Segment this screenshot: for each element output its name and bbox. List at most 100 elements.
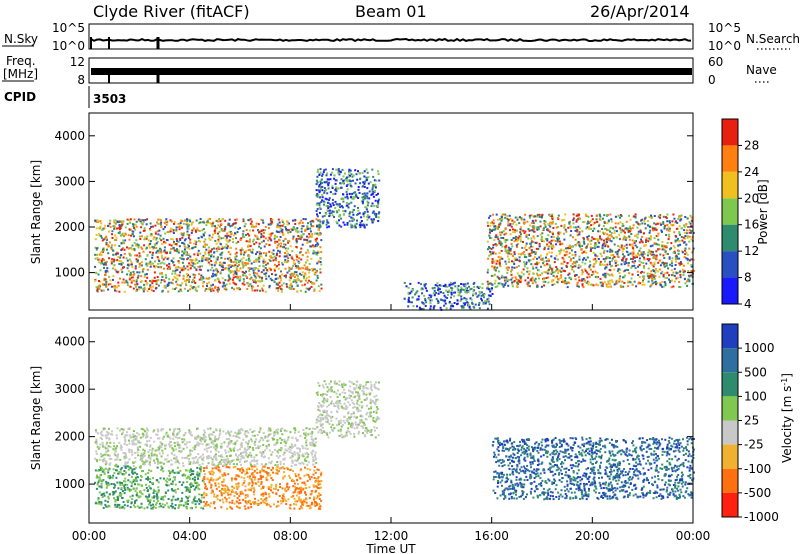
echo-cell bbox=[263, 272, 266, 275]
echo-cell bbox=[248, 229, 251, 232]
echo-cell bbox=[366, 195, 369, 198]
echo-cell bbox=[148, 495, 150, 498]
echo-cell bbox=[627, 285, 630, 288]
echo-cell bbox=[678, 232, 681, 235]
echo-cell bbox=[151, 262, 154, 265]
echo-cell bbox=[496, 285, 499, 288]
echo-cell bbox=[472, 290, 475, 293]
echo-cell bbox=[181, 474, 184, 477]
echo-cell bbox=[154, 490, 157, 493]
echo-cell bbox=[584, 262, 587, 265]
echo-cell bbox=[171, 228, 173, 231]
echo-cell bbox=[547, 281, 550, 284]
echo-cell bbox=[147, 500, 150, 503]
echo-cell bbox=[121, 473, 124, 475]
echo-cell bbox=[103, 279, 106, 282]
echo-cell bbox=[519, 231, 522, 234]
echo-cell bbox=[156, 497, 159, 500]
echo-cell bbox=[171, 469, 174, 472]
echo-cell bbox=[192, 286, 195, 289]
echo-cell bbox=[683, 224, 686, 227]
echo-cell bbox=[145, 483, 147, 486]
echo-cell bbox=[607, 229, 610, 232]
echo-cell bbox=[657, 248, 660, 251]
echo-cell bbox=[692, 247, 695, 250]
echo-cell bbox=[575, 244, 577, 247]
echo-cell bbox=[139, 495, 142, 498]
echo-cell bbox=[452, 291, 455, 294]
echo-cell bbox=[488, 234, 491, 237]
echo-cell bbox=[561, 280, 563, 283]
echo-cell bbox=[326, 192, 329, 195]
echo-cell bbox=[313, 288, 316, 291]
echo-cell bbox=[377, 202, 380, 205]
echo-cell bbox=[105, 248, 108, 251]
echo-cell bbox=[316, 277, 319, 279]
echo-cell bbox=[371, 190, 374, 193]
echo-cell bbox=[284, 226, 287, 228]
echo-cell bbox=[118, 224, 121, 227]
echo-cell bbox=[462, 305, 465, 308]
echo-cell bbox=[528, 254, 531, 257]
echo-cell bbox=[294, 276, 296, 279]
echo-cell bbox=[299, 236, 302, 239]
echo-cell bbox=[306, 235, 308, 238]
echo-cell bbox=[503, 276, 506, 279]
echo-cell bbox=[274, 235, 277, 238]
echo-cell bbox=[309, 220, 312, 223]
echo-cell bbox=[663, 226, 666, 229]
echo-cell bbox=[569, 259, 572, 262]
echo-cell bbox=[124, 226, 127, 229]
echo-cell bbox=[103, 266, 105, 269]
echo-cell bbox=[650, 235, 652, 238]
echo-cell bbox=[146, 490, 149, 492]
echo-cell bbox=[151, 251, 154, 254]
echo-cluster bbox=[94, 465, 205, 510]
echo-cell bbox=[677, 252, 680, 255]
echo-cell bbox=[433, 286, 436, 289]
echo-cell bbox=[669, 263, 672, 266]
echo-cell bbox=[186, 507, 188, 510]
echo-cell bbox=[504, 216, 507, 219]
echo-cell bbox=[316, 202, 319, 205]
echo-cell bbox=[371, 211, 374, 214]
echo-cell bbox=[264, 267, 267, 269]
echo-cell bbox=[655, 223, 658, 226]
echo-cell bbox=[498, 259, 501, 262]
echo-cell bbox=[491, 230, 493, 232]
echo-cell bbox=[531, 222, 534, 224]
echo-cell bbox=[198, 260, 201, 263]
echo-cell bbox=[180, 504, 183, 507]
echo-cell bbox=[182, 252, 185, 255]
echo-cell bbox=[597, 258, 600, 260]
echo-cell bbox=[487, 297, 490, 300]
echo-cell bbox=[187, 268, 190, 271]
echo-cell bbox=[456, 302, 459, 305]
echo-cell bbox=[242, 263, 245, 266]
echo-cell bbox=[407, 293, 410, 296]
echo-cell bbox=[317, 260, 320, 263]
echo-cell bbox=[244, 264, 247, 267]
echo-cell bbox=[256, 502, 259, 505]
echo-cell bbox=[184, 501, 187, 504]
echo-cell bbox=[191, 247, 194, 250]
echo-cell bbox=[589, 246, 592, 249]
echo-cell bbox=[176, 277, 179, 280]
echo-cell bbox=[118, 221, 121, 223]
echo-cell bbox=[186, 476, 189, 479]
echo-cell bbox=[679, 264, 681, 267]
echo-cell bbox=[141, 261, 143, 263]
echo-cell bbox=[143, 489, 146, 492]
echo-cell bbox=[233, 487, 236, 490]
echo-cell bbox=[214, 482, 217, 485]
echo-cell bbox=[238, 499, 241, 501]
echo-cell bbox=[373, 179, 376, 182]
echo-cell bbox=[162, 498, 165, 501]
echo-cell bbox=[574, 251, 577, 254]
echo-cell bbox=[286, 223, 289, 226]
echo-cell bbox=[518, 235, 521, 238]
colorbar-swatch bbox=[722, 198, 738, 225]
echo-cell bbox=[337, 172, 340, 174]
echo-cell bbox=[450, 293, 453, 296]
echo-cell bbox=[410, 290, 413, 293]
